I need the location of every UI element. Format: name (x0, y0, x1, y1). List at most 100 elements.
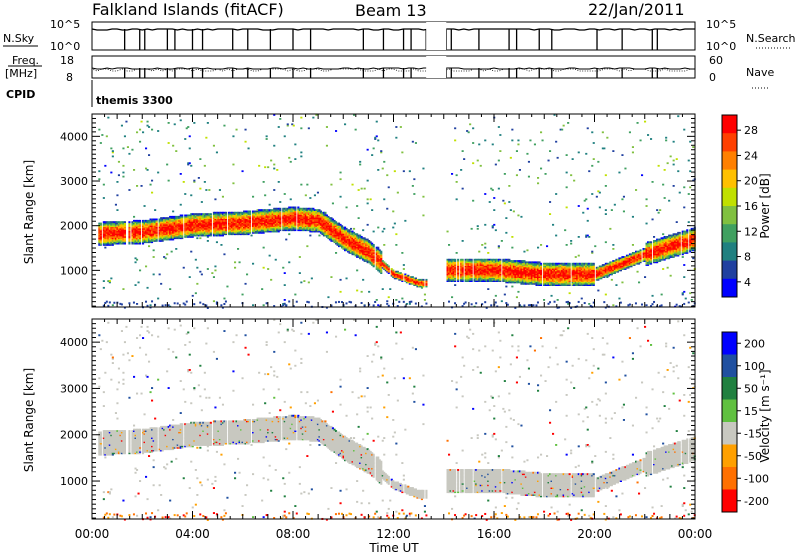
power-cell (382, 168, 384, 170)
nsearch-tick-bottom: 10^0 (706, 40, 736, 53)
power-cell (252, 196, 254, 198)
power-cell (144, 205, 146, 207)
power-cell (181, 215, 183, 217)
power-cell (537, 177, 539, 179)
power-cell (273, 145, 275, 147)
power-cell (300, 117, 302, 119)
power-cell (507, 304, 509, 306)
power-cell (330, 184, 332, 186)
power-cell (213, 300, 215, 302)
power-cell (103, 184, 105, 186)
power-cell (150, 304, 152, 306)
power-cell (374, 301, 376, 303)
power-cell (113, 302, 115, 304)
power-cell (147, 287, 149, 289)
power-cell (465, 301, 467, 303)
power-cell (346, 207, 348, 209)
power-cell (499, 134, 501, 136)
power-cell (145, 266, 147, 268)
power-cell (454, 127, 456, 129)
power-cell (112, 156, 114, 158)
power-cell (199, 158, 201, 160)
power-cell (284, 193, 286, 195)
power-cell (278, 181, 280, 183)
power-cell (237, 248, 239, 250)
power-cell (383, 244, 385, 246)
power-cell (537, 182, 539, 184)
power-cell (401, 152, 403, 154)
power-cell (386, 174, 388, 176)
power-cell (471, 259, 473, 261)
nsky-gap (426, 22, 446, 50)
power-cell (288, 233, 290, 235)
power-cell (508, 201, 510, 203)
power-cell (133, 216, 135, 218)
power-cell (403, 170, 405, 172)
power-cell (273, 189, 275, 191)
power-cell (205, 189, 207, 191)
power-cell (177, 302, 179, 304)
power-cell (282, 267, 284, 269)
power-cell (377, 247, 379, 249)
power-cell (189, 135, 191, 137)
power-cell (358, 189, 360, 191)
power-cell (448, 244, 450, 246)
power-cell (511, 140, 513, 142)
power-cell (511, 236, 513, 238)
power-cell (341, 301, 343, 303)
power-cell (542, 140, 544, 142)
power-cell (165, 257, 167, 259)
power-cell (383, 161, 385, 163)
power-cell (308, 127, 310, 129)
power-cell (472, 200, 474, 202)
power-cell (484, 140, 486, 142)
power-cell (183, 181, 185, 183)
power-cell (135, 284, 137, 286)
cpid-label: CPID (6, 88, 35, 101)
power-cell (489, 201, 491, 203)
power-cell (264, 194, 266, 196)
power-cell (109, 301, 111, 303)
power-cell (460, 169, 462, 171)
power-cell (122, 165, 124, 167)
power-cell (171, 251, 173, 253)
power-cell (98, 129, 100, 131)
power-cell (338, 301, 340, 303)
power-cell (214, 266, 216, 268)
nsearch-tick-top: 10^5 (706, 18, 736, 31)
power-cell (324, 212, 326, 214)
power-cell (397, 192, 399, 194)
power-cell (425, 279, 427, 281)
power-cell (193, 180, 195, 182)
power-cell (498, 126, 500, 128)
power-cell (519, 169, 521, 171)
power-cell (184, 193, 186, 195)
power-cell (106, 301, 108, 303)
power-cell (190, 251, 192, 253)
power-cell (462, 188, 464, 190)
power-cell (448, 301, 450, 303)
power-cell (373, 231, 375, 233)
power-cell (133, 169, 135, 171)
power-cell (196, 237, 198, 239)
power-cell (223, 253, 225, 255)
power-cell (278, 126, 280, 128)
beam-title: Beam 13 (355, 1, 427, 20)
power-cell (546, 245, 548, 247)
power-cell (528, 176, 530, 178)
power-cell (463, 158, 465, 160)
power-cell (549, 213, 551, 215)
power-cell (136, 185, 138, 187)
power-cell (168, 180, 170, 182)
power-cell (537, 247, 539, 249)
power-cell (529, 140, 531, 142)
power-cell (104, 165, 106, 167)
nave-tick-bottom: 0 (709, 71, 716, 84)
power-cell (118, 174, 120, 176)
power-cell (309, 197, 311, 199)
power-cell (184, 138, 186, 140)
power-cell (266, 138, 268, 140)
power-cell (284, 272, 286, 274)
power-cell (232, 135, 234, 137)
